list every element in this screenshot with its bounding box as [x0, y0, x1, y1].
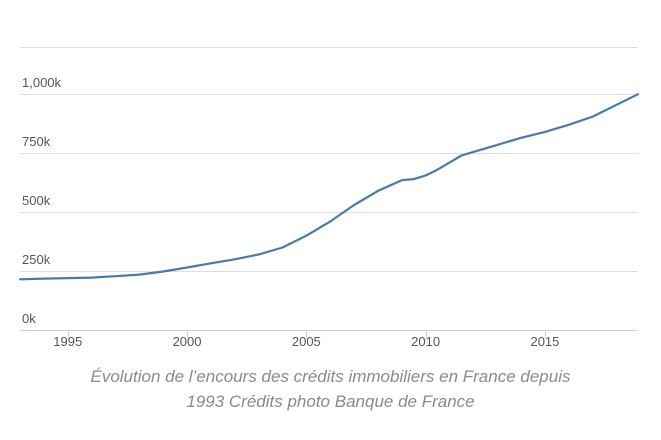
series-layer: [18, 93, 640, 281]
x-tick-label: 2005: [292, 334, 321, 349]
x-tick-label: 2015: [530, 334, 559, 349]
x-tick-label: 1995: [53, 334, 82, 349]
y-tick-labels: 0k 250k 500k 750k 1,000k: [22, 75, 62, 326]
gridlines: [20, 47, 638, 272]
x-axis: [20, 330, 638, 339]
x-tick-label: 2010: [411, 334, 440, 349]
caption-line-1: Évolution de l’encours des crédits immob…: [90, 367, 571, 386]
y-tick-label: 250k: [22, 252, 51, 267]
y-tick-label: 750k: [22, 134, 51, 149]
line-chart: 0k 250k 500k 750k 1,000k 1995 2000 2005 2010 201…: [18, 47, 640, 349]
caption-line-2: 1993 Crédits photo Banque de France: [186, 392, 475, 411]
chart-caption: Évolution de l’encours des crédits immob…: [0, 364, 661, 414]
y-tick-label: 1,000k: [22, 75, 62, 90]
x-tick-labels: 1995 2000 2005 2010 2015: [53, 334, 559, 349]
y-tick-label: 500k: [22, 193, 51, 208]
chart-svg: 0k 250k 500k 750k 1,000k 1995 2000 2005 2010 201…: [18, 47, 640, 349]
series-line: [18, 93, 640, 281]
x-tick-label: 2000: [173, 334, 202, 349]
y-tick-label: 0k: [22, 311, 36, 326]
